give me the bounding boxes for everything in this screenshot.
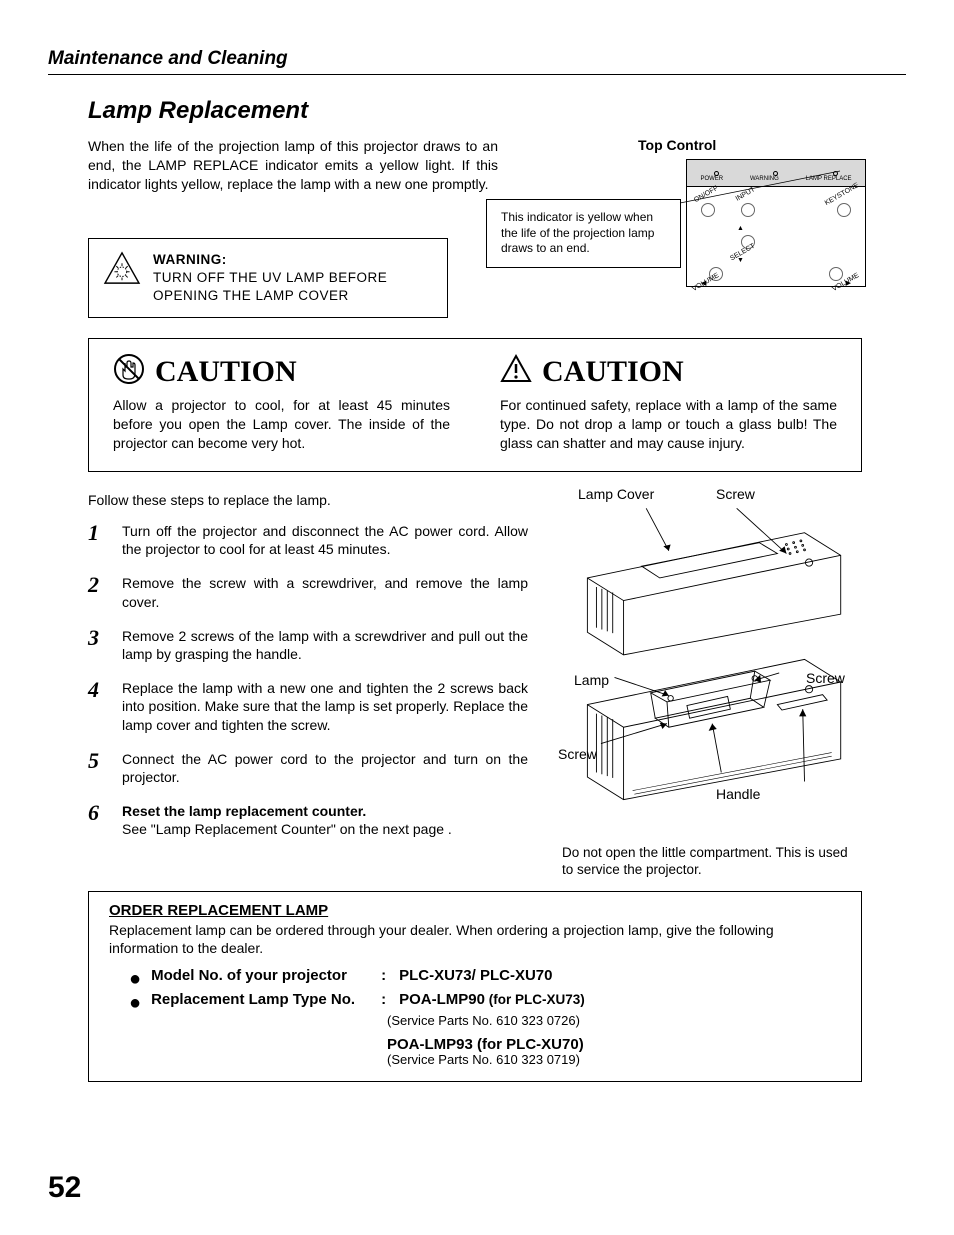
- alert-triangle-icon: [500, 353, 532, 390]
- order-sub: (Service Parts No. 610 323 0726): [387, 1013, 841, 1028]
- indicator-callout: This indicator is yellow when the life o…: [486, 199, 681, 268]
- order-box: ORDER REPLACEMENT LAMP Replacement lamp …: [88, 891, 862, 1082]
- bullet-icon: ●: [129, 969, 141, 989]
- step-num: 1: [88, 522, 108, 558]
- label-lamp-cover: Lamp Cover: [578, 486, 654, 502]
- callout-line: [680, 189, 700, 204]
- caution-box: CAUTION Allow a projector to cool, for a…: [88, 338, 862, 472]
- step-text: Remove the screw with a screwdriver, and…: [122, 574, 528, 610]
- page-number: 52: [48, 1171, 81, 1205]
- led-label-power: POWER: [700, 176, 723, 182]
- order-intro: Replacement lamp can be ordered through …: [109, 921, 841, 957]
- label-screw: Screw: [558, 746, 597, 762]
- label-handle: Handle: [716, 786, 760, 802]
- step-num: 2: [88, 574, 108, 610]
- intro-paragraph: When the life of the projection lamp of …: [88, 137, 498, 194]
- page-subtitle: Lamp Replacement: [88, 97, 866, 125]
- order-value: POA-LMP90: [399, 991, 485, 1008]
- step-num: 5: [88, 750, 108, 786]
- warning-text: TURN OFF THE UV LAMP BEFORE OPENING THE …: [153, 270, 387, 303]
- label-screw: Screw: [806, 670, 845, 686]
- warning-label: WARNING:: [153, 252, 227, 267]
- step-num: 4: [88, 679, 108, 734]
- label-lamp: Lamp: [574, 672, 609, 688]
- led-label-warning: WARNING: [750, 176, 779, 182]
- order-label: Replacement Lamp Type No.: [151, 991, 381, 1013]
- step-text: Remove 2 screws of the lamp with a screw…: [122, 627, 528, 663]
- section-header: Maintenance and Cleaning: [48, 48, 906, 75]
- order-sub: (Service Parts No. 610 323 0719): [387, 1052, 841, 1067]
- label-screw: Screw: [716, 486, 755, 502]
- step-text: Reset the lamp replacement counter.See "…: [122, 802, 528, 838]
- top-control-title: Top Control: [638, 137, 866, 153]
- diagram-note: Do not open the little compartment. This…: [562, 844, 862, 879]
- step-text: Turn off the projector and disconnect th…: [122, 522, 528, 558]
- step-num: 6: [88, 802, 108, 838]
- order-label: Model No. of your projector: [151, 967, 381, 989]
- control-panel-diagram: POWER WARNING LAMP REPLACE ON/OFF INPUT …: [686, 159, 866, 287]
- steps-intro: Follow these steps to replace the lamp.: [88, 492, 528, 508]
- order-title: ORDER REPLACEMENT LAMP: [109, 902, 841, 919]
- order-value: POA-LMP93 (for PLC-XU70): [387, 1036, 584, 1053]
- lamp-diagram: Lamp Cover Screw Lamp Screw Screw Handle…: [548, 492, 862, 875]
- order-value: PLC-XU73/ PLC-XU70: [399, 967, 552, 984]
- caution-title-2: CAUTION: [542, 355, 684, 389]
- step-num: 3: [88, 627, 108, 663]
- bullet-icon: ●: [129, 993, 141, 1013]
- step-text: Replace the lamp with a new one and tigh…: [122, 679, 528, 734]
- no-touch-icon: [113, 353, 145, 390]
- step-text: Connect the AC power cord to the project…: [122, 750, 528, 786]
- caution-body-1: Allow a projector to cool, for at least …: [113, 396, 450, 453]
- caution-body-2: For continued safety, replace with a lam…: [500, 396, 837, 453]
- caution-title-1: CAUTION: [155, 355, 297, 389]
- warning-box: WARNING: TURN OFF THE UV LAMP BEFORE OPE…: [88, 238, 448, 319]
- warning-triangle-icon: [103, 251, 141, 290]
